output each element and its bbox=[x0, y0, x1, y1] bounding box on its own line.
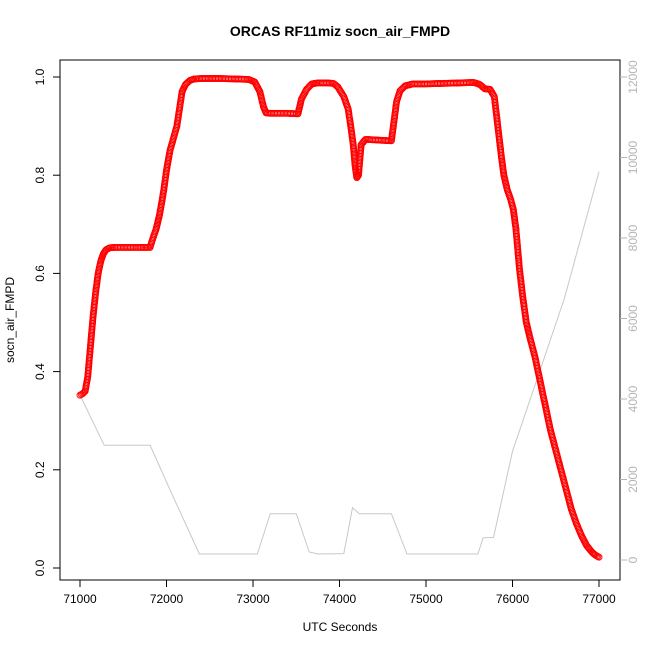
x-tick-label: 71000 bbox=[63, 592, 97, 606]
axes-layer: 71000 72000 73000 74000 75000 76000 77000 0.0 0.… bbox=[33, 60, 640, 606]
y2-tick-label: 2000 bbox=[626, 466, 640, 493]
x-tick-label: 76000 bbox=[496, 592, 530, 606]
plot-box bbox=[59, 59, 621, 581]
y2-tick-label: 12000 bbox=[626, 60, 640, 94]
x-tick-label: 73000 bbox=[236, 592, 270, 606]
y-tick-label: 0.6 bbox=[33, 265, 47, 282]
y-tick-label: 0.0 bbox=[33, 559, 47, 576]
data-point bbox=[594, 553, 602, 560]
series-layer bbox=[76, 75, 603, 561]
x-tick-label: 75000 bbox=[409, 592, 443, 606]
y2-tick-label: 6000 bbox=[626, 305, 640, 332]
y-axis-label: socn_air_FMPD bbox=[3, 277, 17, 363]
y2-tick-label: 4000 bbox=[626, 385, 640, 412]
y-tick-label: 1.0 bbox=[33, 68, 47, 85]
chart-title: ORCAS RF11miz socn_air_FMPD bbox=[230, 23, 450, 39]
y2-tick-label: 10000 bbox=[626, 140, 640, 174]
y-tick-label: 0.8 bbox=[33, 167, 47, 184]
x-axis-label: UTC Seconds bbox=[303, 620, 378, 634]
y2-tick-label: 0 bbox=[626, 556, 640, 563]
y-tick-label: 0.4 bbox=[33, 363, 47, 380]
x-tick-label: 74000 bbox=[323, 592, 357, 606]
altitude-line bbox=[79, 171, 600, 555]
data-point bbox=[595, 553, 603, 561]
x-tick-label: 72000 bbox=[150, 592, 184, 606]
data-point bbox=[479, 83, 487, 91]
y-tick-label: 0.2 bbox=[33, 461, 47, 478]
x-tick-label: 77000 bbox=[582, 592, 616, 606]
y2-tick-label: 8000 bbox=[626, 224, 640, 251]
